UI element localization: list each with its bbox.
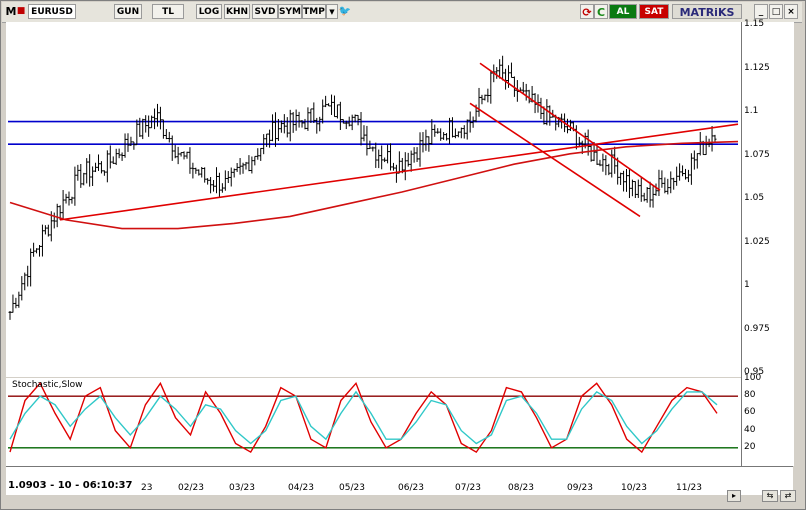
sym-button[interactable]: SYM — [278, 4, 302, 19]
time-tick-label: 08/23 — [508, 483, 534, 493]
app-letter: M — [5, 5, 17, 18]
moving-average-line — [9, 140, 739, 230]
tmp-button[interactable]: TMP — [302, 4, 326, 19]
log-button[interactable]: LOG — [196, 4, 222, 19]
time-tick-label: 10/23 — [621, 483, 647, 493]
c-button[interactable]: C — [594, 4, 608, 19]
scroll-right-button[interactable]: ▸ — [727, 490, 741, 502]
channel-lower-line — [469, 102, 641, 218]
currency-button[interactable]: TL — [152, 4, 184, 19]
time-tick-label: 03/23 — [229, 483, 255, 493]
price-tick-label: 1.15 — [744, 19, 765, 29]
osc-tick-label: 100 — [744, 373, 762, 383]
time-tick-label: 09/23 — [567, 483, 593, 493]
refresh-chart-button[interactable]: ⇆ — [762, 490, 778, 502]
osc-tick-label: 60 — [744, 407, 756, 418]
toolbar: M ■ EURUSD GUN TL LOG KHN SVD SYM TMP ▼ … — [2, 2, 802, 23]
khn-button[interactable]: KHN — [224, 4, 250, 19]
time-axis — [6, 466, 793, 495]
time-tick-label: 06/23 — [398, 483, 424, 493]
period-button[interactable]: GUN — [114, 4, 142, 19]
symbol-input[interactable]: EURUSD — [28, 4, 76, 19]
time-tick-label: 05/23 — [339, 483, 365, 493]
sell-button[interactable]: SAT — [639, 4, 669, 19]
time-tick-label: 02/23 — [178, 483, 204, 493]
price-tick-label: 1.125 — [744, 62, 770, 73]
buy-button[interactable]: AL — [609, 4, 637, 19]
price-axis — [741, 22, 794, 466]
minimize-button[interactable]: _ — [754, 4, 768, 19]
osc-tick-label: 20 — [744, 441, 756, 452]
rising-trendline — [59, 123, 739, 221]
settings-button[interactable]: ⇄ — [780, 490, 796, 502]
flag-icon: ■ — [16, 6, 26, 16]
time-tick-label: 11/23 — [676, 483, 702, 493]
price-tick-label: 1.075 — [744, 149, 770, 160]
price-chart-area[interactable] — [6, 22, 741, 377]
price-tick-label: 0.95 — [744, 367, 765, 377]
close-button[interactable]: × — [784, 4, 798, 19]
twitter-icon[interactable]: 🐦 — [338, 6, 352, 17]
maximize-button[interactable]: □ — [769, 4, 783, 19]
svd-button[interactable]: SVD — [252, 4, 278, 19]
osc-tick-label: 40 — [744, 424, 756, 435]
price-tick-label: 1.025 — [744, 236, 770, 247]
dropdown-icon[interactable]: ▼ — [326, 4, 338, 19]
refresh-icon[interactable]: ⟳ — [580, 4, 594, 19]
price-tick-label: 0.975 — [744, 323, 770, 334]
price-tick-label: 1.1 — [744, 106, 759, 116]
osc-tick-label: 80 — [744, 390, 756, 401]
status-line: 1.0903 - 10 - 06:10:37 — [8, 480, 133, 491]
price-tick-label: 1 — [744, 280, 750, 290]
brand-logo: MATRiKS — [672, 4, 742, 19]
oscillator-title: Stochastic,Slow — [12, 380, 83, 390]
channel-upper-line — [479, 62, 661, 191]
time-tick-label: 23 — [141, 483, 153, 493]
time-tick-label: 04/23 — [288, 483, 314, 493]
price-tick-label: 1.05 — [744, 193, 765, 203]
stochastic-d-line — [9, 390, 718, 445]
time-tick-label: 07/23 — [455, 483, 481, 493]
